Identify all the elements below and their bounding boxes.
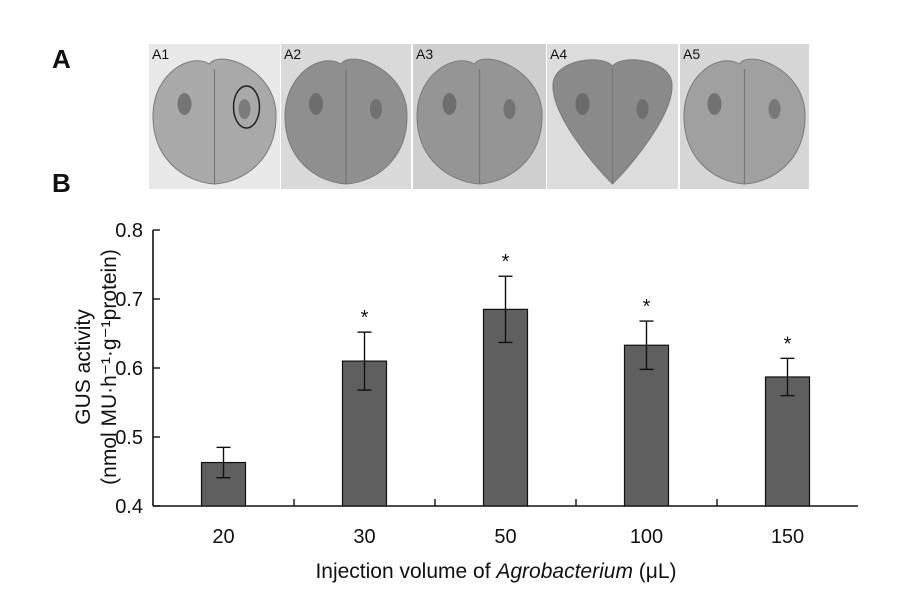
x-tick-label: 100 [630,526,663,548]
bar [623,344,670,507]
x-axis-title-prefix: Injection volume of [315,560,496,583]
x-tick-label: 150 [771,526,804,548]
leaf-image [680,44,809,189]
bar [764,376,811,507]
x-axis-title-italic: Agrobacterium [494,560,633,583]
leaf-image [149,44,280,189]
chart-labels: 0.4 0.5 0.6 0.7 0.8 20 * 30 * 50 * 100 * 150 [115,220,804,548]
y-tick-label: 0.8 [115,220,143,242]
x-tick-label: 30 [353,526,375,548]
panel-a-letter: A [52,44,71,74]
significance-marker: * [502,251,510,273]
y-tick-label: 0.7 [115,289,143,311]
panel-b-letter: B [52,168,71,198]
significance-marker: * [643,296,651,318]
leaf-photo-label: A4 [550,46,568,62]
leaf-photo: A3 [413,44,546,189]
x-axis-title: Injection volume of Agrobacterium (μL) [315,560,676,583]
leaf-image [413,44,546,189]
x-tick-label: 50 [494,526,516,548]
y-axis-title-line1: GUS activity [72,309,95,425]
leaf-photo-label: A1 [152,46,170,62]
significance-marker: * [784,333,792,355]
x-tick-label: 20 [212,526,234,548]
y-tick-label: 0.5 [115,427,143,449]
significance-marker: * [361,307,369,329]
y-tick-label: 0.6 [115,358,143,380]
y-tick-label: 0.4 [115,496,143,518]
leaf-photo: A2 [281,44,411,189]
leaf-photo-label: A3 [416,46,434,62]
chart-bars [200,275,811,507]
leaf-photo: A5 [680,44,809,189]
leaf-photo-label: A5 [683,46,701,62]
x-axis-title-suffix: (μL) [633,560,677,583]
leaf-photo: A1 [149,44,280,189]
leaf-image [547,44,678,189]
leaf-photo-label: A2 [284,46,302,62]
y-axis-title-line2: (nmol MU·h⁻¹·g⁻¹protein) [98,249,121,485]
leaf-photo: A4 [547,44,678,189]
leaf-image [281,44,411,189]
